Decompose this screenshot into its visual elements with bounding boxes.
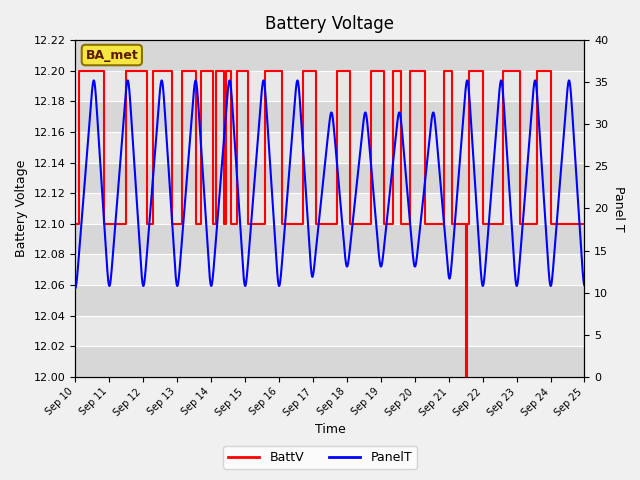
X-axis label: Time: Time — [314, 423, 345, 436]
Bar — [76, 163, 584, 193]
Y-axis label: Panel T: Panel T — [612, 186, 625, 231]
Bar — [76, 346, 584, 377]
Legend: BattV, PanelT: BattV, PanelT — [223, 446, 417, 469]
Bar — [76, 224, 584, 254]
Bar — [76, 101, 584, 132]
Text: BA_met: BA_met — [86, 48, 138, 61]
Bar — [76, 285, 584, 315]
Y-axis label: Battery Voltage: Battery Voltage — [15, 160, 28, 257]
Bar — [76, 40, 584, 71]
Title: Battery Voltage: Battery Voltage — [266, 15, 394, 33]
